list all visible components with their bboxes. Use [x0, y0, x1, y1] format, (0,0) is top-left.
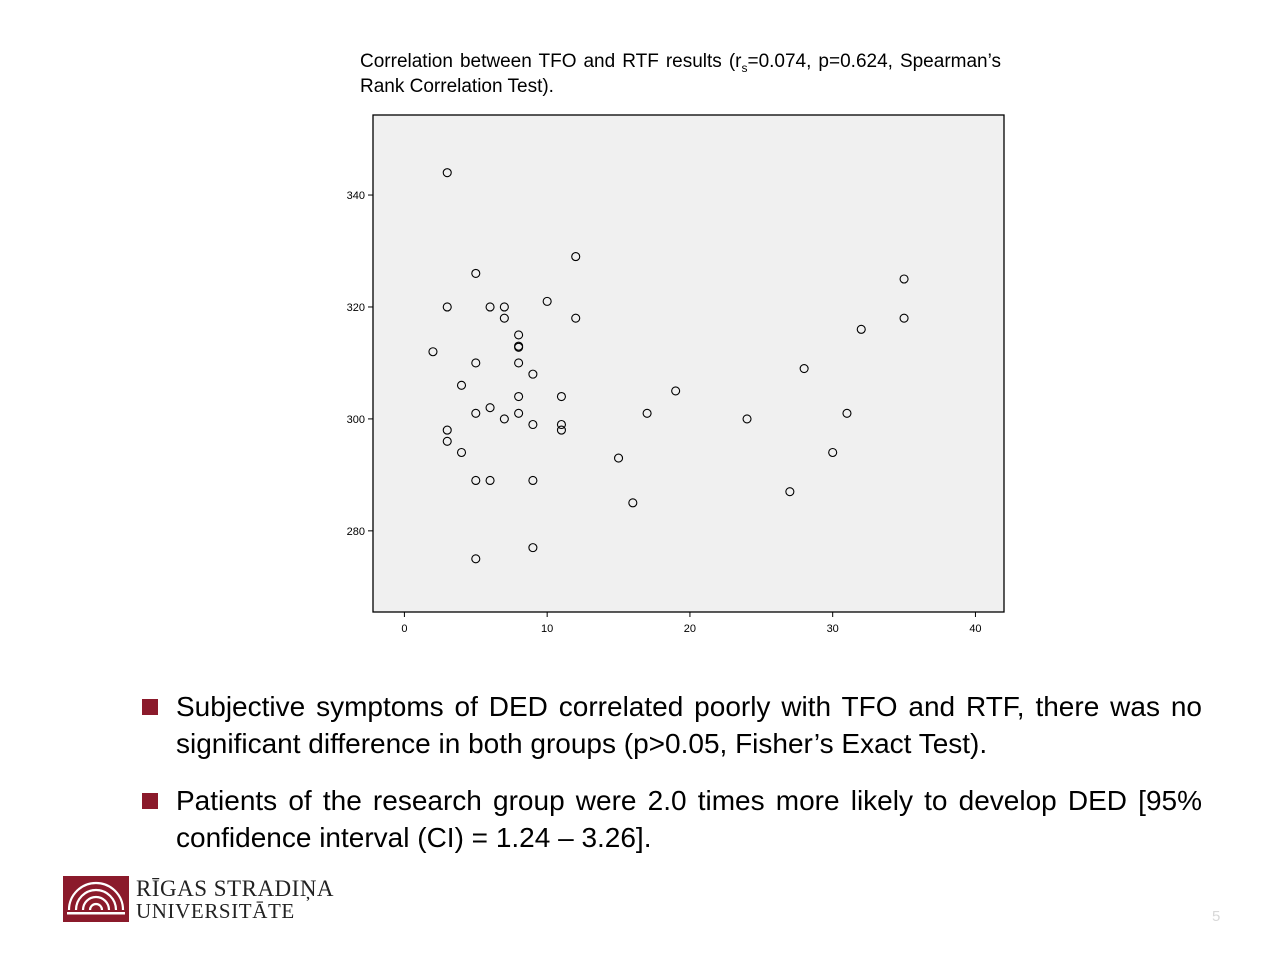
chart-title: Correlation between TFO and RTF results …: [360, 49, 1001, 99]
scatter-point-32: [528, 543, 538, 553]
scatter-point-22: [499, 414, 509, 424]
university-seal-icon: [63, 876, 129, 922]
scatter-point-31: [528, 475, 538, 486]
square-bullet-icon: [142, 793, 158, 809]
chart-title-before: Correlation between TFO and RTF results …: [360, 51, 742, 72]
scatter-point-2: [471, 268, 481, 278]
scatter-point-0: [442, 168, 452, 178]
scatter-point-42: [842, 408, 852, 418]
bullet-item: Patients of the research group were 2.0 …: [140, 782, 1202, 856]
data-points: [428, 168, 909, 564]
scatter-point-4: [442, 302, 452, 312]
scatter-point-45: [899, 313, 909, 323]
y-tick-label-2: 320: [347, 302, 365, 314]
scatter-point-40: [799, 363, 809, 374]
scatter-point-30: [485, 475, 495, 486]
scatter-point-37: [671, 386, 681, 396]
bullet-list: Subjective symptoms of DED correlated po…: [140, 688, 1202, 876]
chart-title-after: =0.074, p=0.624, Spearman’s Rank Correla…: [360, 51, 1001, 97]
x-tick-label-4: 40: [969, 623, 981, 635]
scatter-point-19: [485, 403, 495, 413]
scatter-point-13: [471, 358, 481, 368]
page-number: 5: [1212, 908, 1221, 925]
scatter-point-17: [514, 391, 524, 402]
scatter-point-38: [742, 414, 752, 424]
axis-ticks: 0 10 20 30 40 280 300 320 340: [347, 190, 982, 635]
scatter-point-12: [428, 347, 438, 357]
plot-area: [372, 114, 1005, 613]
scatter-point-25: [442, 425, 452, 435]
scatter-point-5: [485, 302, 495, 312]
scatter-point-16: [456, 380, 467, 390]
scatter-point-8: [571, 313, 581, 323]
y-tick-label-3: 340: [347, 190, 365, 202]
scatter-point-33: [471, 554, 481, 564]
scatter-point-9: [514, 330, 524, 340]
x-tick-label-2: 20: [684, 623, 696, 635]
scatter-point-34: [613, 453, 624, 463]
scatter-point-20: [471, 408, 481, 418]
chart-title-subscript: s: [741, 60, 748, 75]
scatter-point-1: [571, 252, 581, 262]
bullet-text: Patients of the research group were 2.0 …: [176, 785, 1202, 853]
scatter-point-21: [514, 408, 524, 418]
y-tick-label-0: 280: [347, 526, 365, 538]
university-logo: RĪGAS STRADIŅA UNIVERSITĀTE: [63, 876, 334, 926]
x-tick-label-3: 30: [827, 623, 839, 635]
scatter-point-41: [828, 447, 838, 458]
x-tick-label-0: 0: [401, 623, 407, 635]
scatter-point-44: [899, 274, 909, 284]
scatter-point-43: [856, 324, 866, 334]
scatter-point-36: [642, 408, 652, 418]
scatter-point-28: [456, 447, 467, 458]
scatter-point-39: [785, 487, 795, 497]
scatter-point-29: [471, 475, 481, 486]
x-tick-label-1: 10: [541, 623, 553, 635]
scatter-point-35: [628, 498, 638, 508]
scatter-point-6: [499, 302, 509, 312]
y-tick-label-1: 300: [347, 414, 365, 426]
logo-name-line2: UNIVERSITĀTE: [136, 899, 295, 923]
scatter-point-18: [556, 391, 566, 402]
scatter-point-23: [528, 419, 538, 430]
scatter-point-26: [556, 425, 566, 435]
scatter-point-3: [542, 296, 552, 306]
scatter-point-27: [442, 436, 452, 446]
square-bullet-icon: [142, 699, 158, 715]
scatter-chart: 0 10 20 30 40 280 300 320 340: [347, 114, 1005, 635]
bullet-item: Subjective symptoms of DED correlated po…: [140, 688, 1202, 762]
logo-name-line1: RĪGAS STRADIŅA: [136, 876, 335, 901]
scatter-point-7: [499, 313, 509, 323]
scatter-point-11: [514, 342, 524, 352]
scatter-point-15: [528, 369, 538, 379]
scatter-point-24: [556, 419, 566, 430]
scatter-point-14: [514, 358, 524, 368]
bullet-text: Subjective symptoms of DED correlated po…: [176, 691, 1202, 759]
